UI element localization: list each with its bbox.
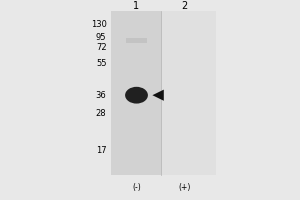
Text: (-): (-): [132, 183, 141, 192]
Text: 95: 95: [96, 33, 106, 42]
Text: (+): (+): [178, 183, 191, 192]
Text: 17: 17: [96, 146, 106, 155]
Ellipse shape: [125, 87, 148, 104]
Text: 2: 2: [182, 1, 188, 11]
Bar: [160, 11, 216, 175]
Bar: [111, 11, 160, 175]
Text: 36: 36: [96, 91, 106, 100]
Text: 72: 72: [96, 43, 106, 52]
Text: 1: 1: [134, 1, 140, 11]
Bar: [126, 38, 147, 43]
Text: 28: 28: [96, 109, 106, 118]
Polygon shape: [152, 90, 164, 101]
Text: 55: 55: [96, 59, 106, 68]
Text: 130: 130: [91, 20, 106, 29]
